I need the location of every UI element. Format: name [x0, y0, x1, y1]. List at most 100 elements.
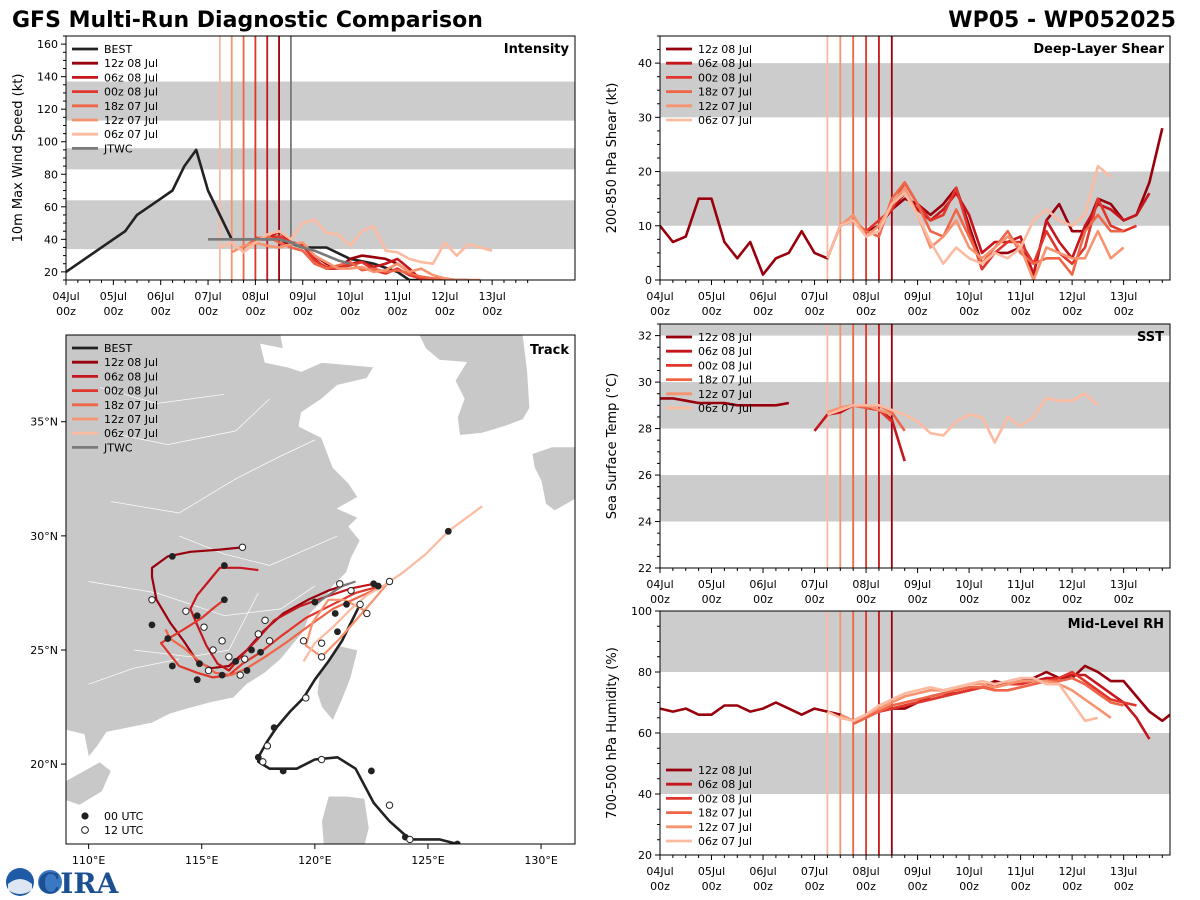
rh-legend-label: 00z 08 Jul	[698, 792, 752, 805]
marker-00utc-22	[248, 646, 255, 654]
noaa-wave-icon	[8, 879, 32, 894]
rh-xtick-label: 11Jul 00z	[1007, 865, 1034, 893]
intensity-xtick-label: 05Jul 00z	[100, 290, 127, 318]
shear-series-group	[660, 127, 1164, 280]
marker-12utc-25	[385, 577, 394, 586]
province-border-1	[133, 592, 259, 658]
rh-title: Mid-Level RH	[1068, 617, 1164, 632]
marker-12utc-4	[263, 742, 272, 750]
lat-tick-label: 30°N	[30, 530, 58, 543]
marker-00utc-15	[164, 635, 172, 642]
province-border-0	[88, 581, 315, 617]
marker-12utc-3	[259, 758, 267, 766]
shear-xtick-label: 09Jul 00z	[904, 290, 931, 318]
shear-xtick-label: 10Jul 00z	[955, 290, 982, 318]
marker-00utc-26	[370, 580, 378, 588]
sst-frame	[659, 323, 1171, 569]
lon-tick-label: 130°E	[524, 854, 557, 867]
marker-00utc-12	[220, 596, 228, 604]
sst-legend-label: 06z 08 Jul	[698, 345, 752, 358]
korea-landmass	[418, 335, 531, 436]
marker-12utc-6	[317, 653, 326, 661]
shear-xtick-label: 08Jul 00z	[852, 290, 879, 318]
marker-12utc-16	[204, 666, 213, 675]
intensity-ytick-label: 80	[44, 168, 58, 181]
rh-ytick-label: 40	[638, 788, 652, 801]
sst-series-group	[660, 392, 1099, 462]
figure-title: GFS Multi-Run Diagnostic Comparison	[12, 8, 483, 33]
marker-12utc-26	[336, 580, 344, 588]
intensity-series-12z-07-jul	[231, 241, 481, 280]
legend-00utc-marker	[81, 812, 89, 820]
track-panel: 110°E 115°E 120°E 125°E 130°E 20°N 25°N 30°N 35°…	[30, 334, 576, 867]
sst-series-12z-08-jul	[660, 397, 790, 407]
sst-legend-label: 12z 07 Jul	[698, 388, 752, 401]
intensity-series-jtwc	[208, 238, 351, 265]
shear-legend-label: 06z 08 Jul	[698, 57, 752, 70]
marker-12utc-22	[347, 586, 355, 595]
marker-12utc-19	[265, 637, 274, 645]
intensity-xtick-label: 04Jul 00z	[52, 290, 79, 318]
intensity-legend-label: 12z 08 Jul	[104, 57, 158, 70]
rh-ytick-label: 20	[638, 849, 652, 862]
rh-xtick-label: 05Jul 00z	[698, 865, 725, 893]
shear-title: Deep-Layer Shear	[1033, 42, 1164, 57]
intensity-series-18z-07-jul	[242, 234, 457, 280]
marker-00utc-4	[254, 753, 262, 761]
marker-12utc-5	[302, 694, 310, 702]
shear-band-1	[660, 63, 1170, 118]
rh-xtick-label: 07Jul 00z	[801, 865, 828, 893]
province-border-2	[178, 535, 338, 566]
shear-xtick-label: 07Jul 00z	[801, 290, 828, 318]
marker-00utc-17	[193, 676, 201, 684]
legend-00utc-label: 00 UTC	[104, 810, 144, 823]
sst-ytick-label: 28	[638, 423, 652, 436]
sst-xtick-label: 10Jul 00z	[955, 578, 982, 606]
rh-xtick-label: 09Jul 00z	[904, 865, 931, 893]
shear-ytick-label: 30	[638, 111, 652, 124]
marker-12utc-23	[363, 609, 371, 618]
sst-xtick-label: 09Jul 00z	[904, 578, 931, 606]
marker-00utc-13	[193, 612, 201, 620]
shear-xtick-label: 11Jul 00z	[1007, 290, 1034, 318]
marker-00utc-18	[218, 671, 226, 679]
intensity-series-group	[66, 148, 493, 280]
intensity-legend-label: 06z 07 Jul	[104, 128, 158, 141]
sst-xtick-label: 05Jul 00z	[698, 578, 725, 606]
track-title: Track	[530, 343, 569, 358]
lat-tick-label: 25°N	[30, 644, 58, 657]
rh-ytick-label: 60	[638, 727, 652, 740]
track-06z-07-jul	[302, 505, 483, 662]
intensity-xtick-label: 11Jul 00z	[384, 290, 411, 318]
hainan-landmass	[66, 761, 112, 806]
marker-00utc-25	[444, 527, 452, 535]
sst-band-0	[660, 475, 1170, 522]
marker-12utc-11	[182, 607, 190, 615]
marker-00utc-6	[334, 628, 341, 636]
sst-xtick-label: 04Jul 00z	[646, 578, 673, 606]
track-best	[256, 603, 458, 844]
marker-00utc-19	[232, 657, 240, 665]
rh-xtick-label: 10Jul 00z	[955, 865, 982, 893]
marker-00utc-21	[257, 648, 264, 656]
sst-ytick-label: 32	[638, 330, 652, 343]
kyushu-landmass	[531, 446, 575, 512]
rh-legend-label: 12z 08 Jul	[698, 764, 752, 777]
marker-00utc-2	[368, 767, 375, 775]
sst-ytick-label: 26	[638, 469, 652, 482]
shear-panel: 0 10 20 30 40 04Jul 00z 05Jul 00z 06Jul 00z 07Jul 00…	[605, 35, 1171, 318]
shear-legend-label: 12z 08 Jul	[698, 43, 752, 56]
marker-12utc-2	[317, 755, 326, 764]
rh-legend-label: 12z 07 Jul	[698, 821, 752, 834]
marker-12utc-17	[236, 671, 244, 679]
sst-xtick-label: 11Jul 00z	[1007, 578, 1034, 606]
sst-xtick-label: 08Jul 00z	[852, 578, 879, 606]
shear-xtick-label: 04Jul 00z	[646, 290, 673, 318]
marker-00utc-10	[168, 553, 176, 560]
shear-xtick-label: 12Jul 00z	[1058, 290, 1085, 318]
sst-ylabel: Sea Surface Temp (°C)	[605, 373, 620, 520]
sst-panel: 22 24 26 28 30 32 04Jul 00z 05Jul 00z 06Jul 00z 07Ju…	[605, 323, 1171, 606]
rh-ytick-label: 80	[638, 666, 652, 679]
track-frame	[65, 334, 576, 845]
